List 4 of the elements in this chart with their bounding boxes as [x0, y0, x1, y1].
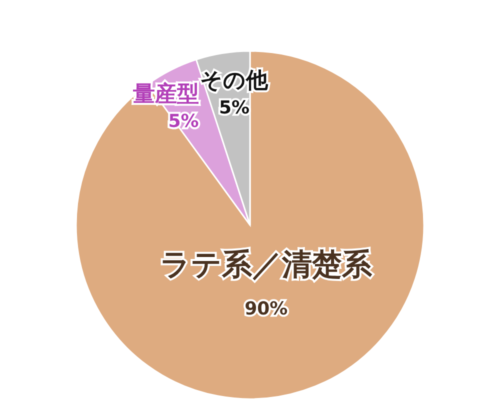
slice-label: ラテ系／清楚系 [160, 248, 374, 283]
data-label: 90% [244, 298, 288, 320]
slice-label: 量産型 [132, 80, 199, 107]
data-label: 5% [218, 98, 250, 119]
